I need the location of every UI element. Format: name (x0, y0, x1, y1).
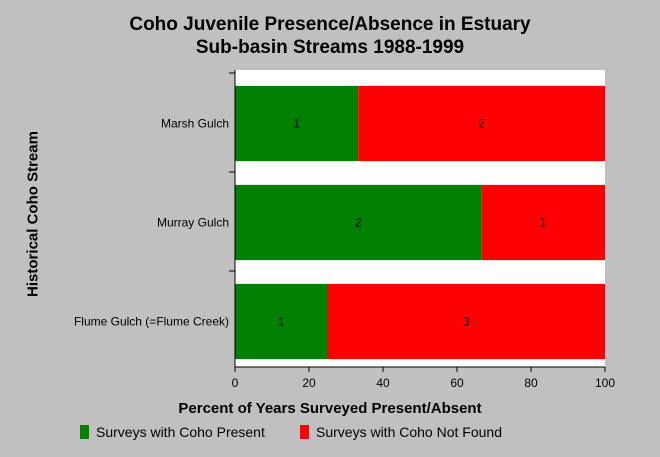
y-axis-label: Historical Coho Stream (24, 131, 42, 297)
y-tick-label: Murray Gulch (157, 216, 229, 230)
x-tick-label: 40 (376, 376, 390, 390)
chart-title-line-2: Sub-basin Streams 1988-1999 (195, 37, 465, 58)
bar-data-label: 1 (540, 216, 547, 230)
bar-present (235, 184, 482, 261)
bar-data-label: 1 (278, 315, 285, 329)
legend-item-not-found: Surveys with Coho Not Found (300, 424, 502, 440)
x-tick-label: 20 (302, 376, 316, 390)
x-axis-label: Percent of Years Surveyed Present/Absent (178, 400, 482, 417)
y-tick-label: Marsh Gulch (161, 117, 229, 131)
bar-data-label: 2 (355, 216, 362, 230)
bar-not-found (327, 283, 605, 360)
legend-swatch-present (80, 425, 89, 439)
x-tick-label: 60 (450, 376, 464, 390)
legend-swatch-not-found (300, 425, 309, 439)
legend-item-present: Surveys with Coho Present (80, 424, 265, 440)
bar-not-found (481, 184, 605, 261)
x-tick-label: 80 (524, 376, 538, 390)
y-tick-label: Flume Gulch (=Flume Creek) (74, 315, 229, 329)
bar-data-label: 1 (293, 117, 300, 131)
chart-title-line-1: Coho Juvenile Presence/Absence in Estuar… (129, 14, 531, 35)
legend-label-present: Surveys with Coho Present (96, 424, 265, 440)
bar-data-label: 3 (463, 315, 470, 329)
x-tick-label: 100 (595, 376, 615, 390)
bar-data-label: 2 (478, 117, 485, 131)
bar-not-found (358, 85, 605, 162)
bar-present (235, 85, 359, 162)
x-tick-label: 0 (232, 376, 239, 390)
legend-label-not-found: Surveys with Coho Not Found (316, 424, 502, 440)
bar-present (235, 283, 328, 360)
